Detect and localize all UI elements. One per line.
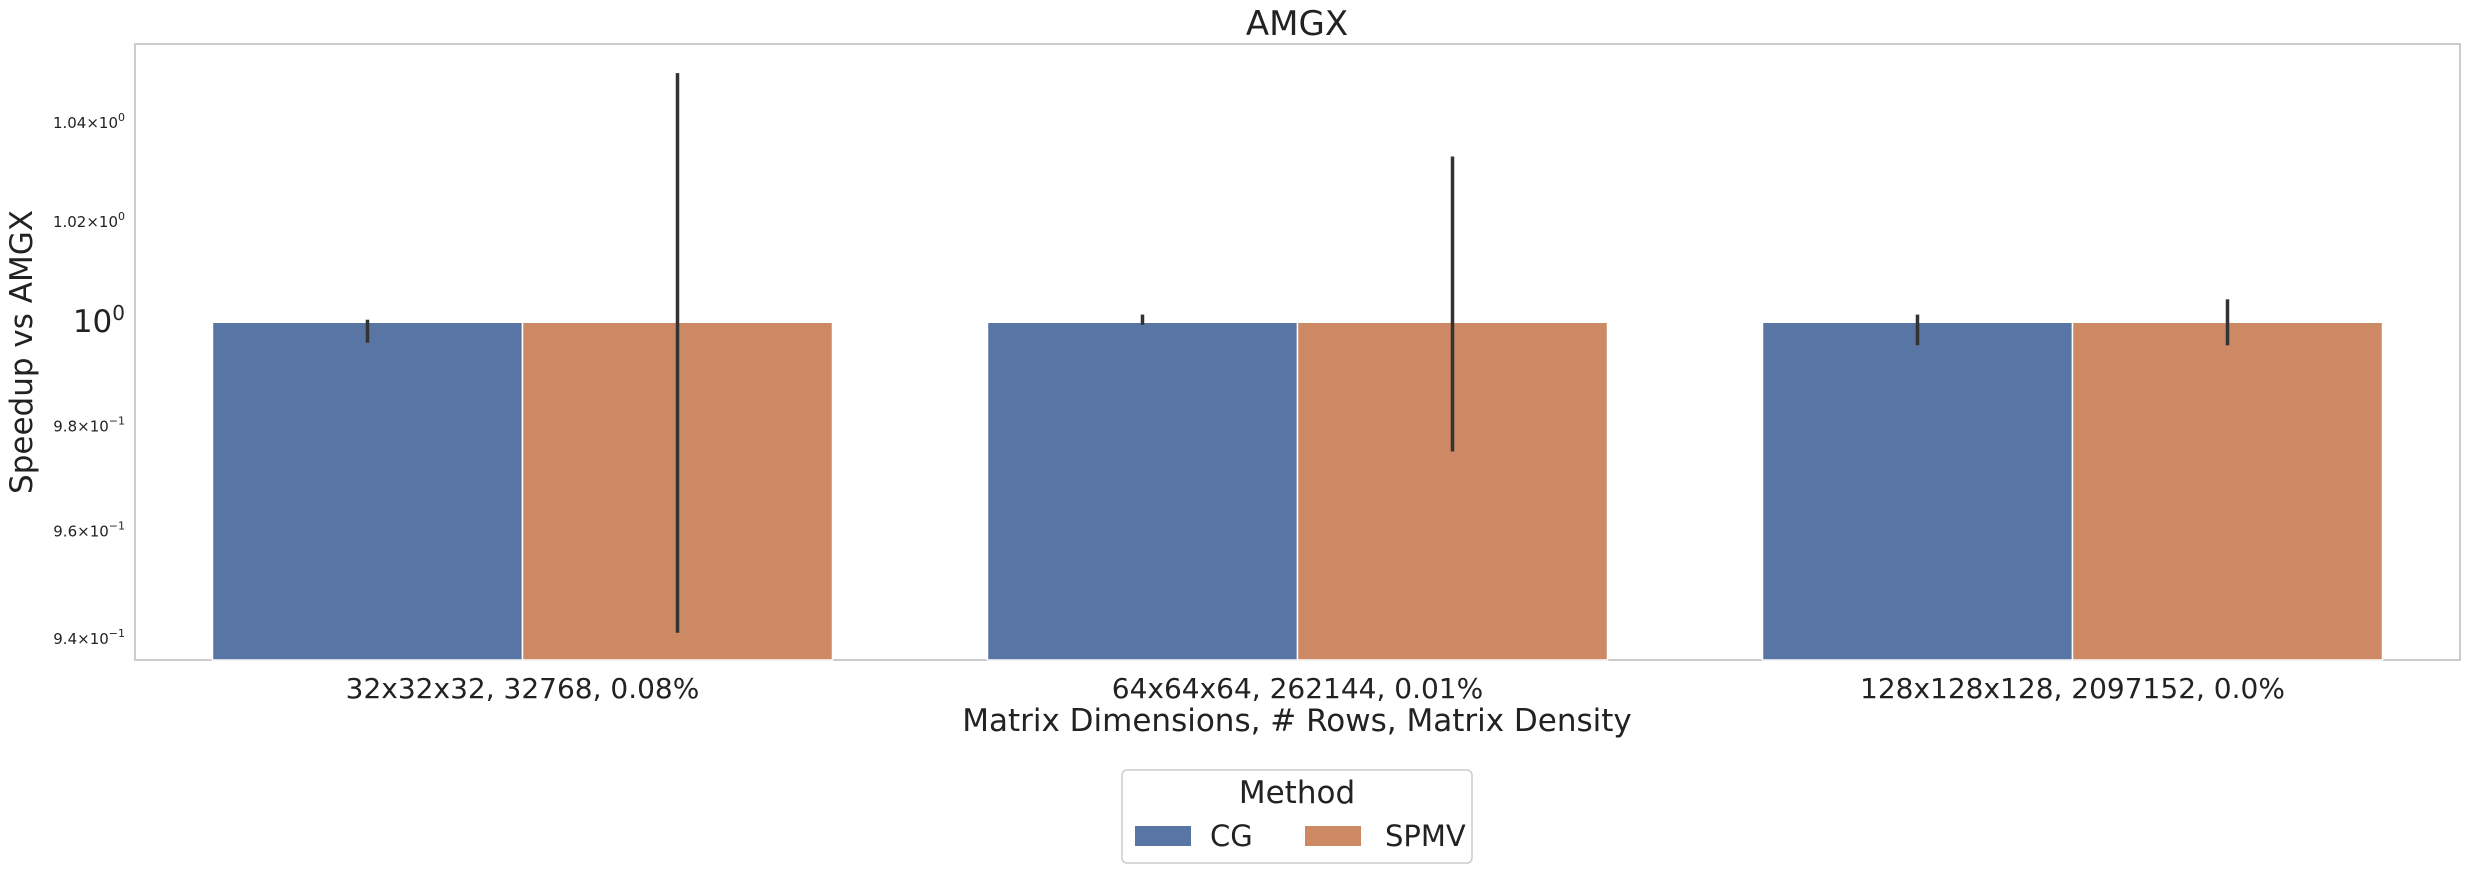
error-bars-group [365,73,2230,633]
legend-swatch-spmv [1305,826,1361,846]
legend-label-cg: CG [1210,819,1253,853]
chart-title: AMGX [1246,4,1348,44]
legend-label-spmv: SPMV [1385,819,1466,853]
bar-spmv-2 [2071,321,2384,661]
legend-swatch-cg [1135,826,1191,846]
x-tick-label-1: 64x64x64, 262144, 0.01% [1112,672,1483,705]
y-tick-label-0: 9.4×10−1 [53,627,125,648]
y-tick-label-1: 9.6×10−1 [53,520,125,541]
y-tick-label-4: 1.02×100 [53,210,125,231]
bar-cg-2 [1761,321,2074,661]
bar-cg-0 [211,321,524,661]
y-tick-label-5: 1.04×100 [53,111,125,132]
y-tick-label-2: 9.8×10−1 [53,414,125,435]
bars-group [211,321,2384,661]
y-tick-label-3: 100 [73,301,125,340]
y-axis-label: Speedup vs AMGX [4,210,40,494]
x-axis-label: Matrix Dimensions, # Rows, Matrix Densit… [962,703,1632,739]
y-axis-ticks: 9.4×10−1 9.6×10−1 9.8×10−1 100 1.02×100 1.04×… [53,111,125,648]
bar-cg-1 [986,321,1299,661]
legend: Method CG SPMV [1121,769,1473,864]
x-tick-label-2: 128x128x128, 2097152, 0.0% [1860,672,2285,705]
x-tick-label-0: 32x32x32, 32768, 0.08% [346,672,700,705]
legend-title: Method [1239,775,1355,811]
x-axis-ticks: 32x32x32, 32768, 0.08% 64x64x64, 262144, … [346,672,2285,705]
legend-box [1121,769,1473,864]
